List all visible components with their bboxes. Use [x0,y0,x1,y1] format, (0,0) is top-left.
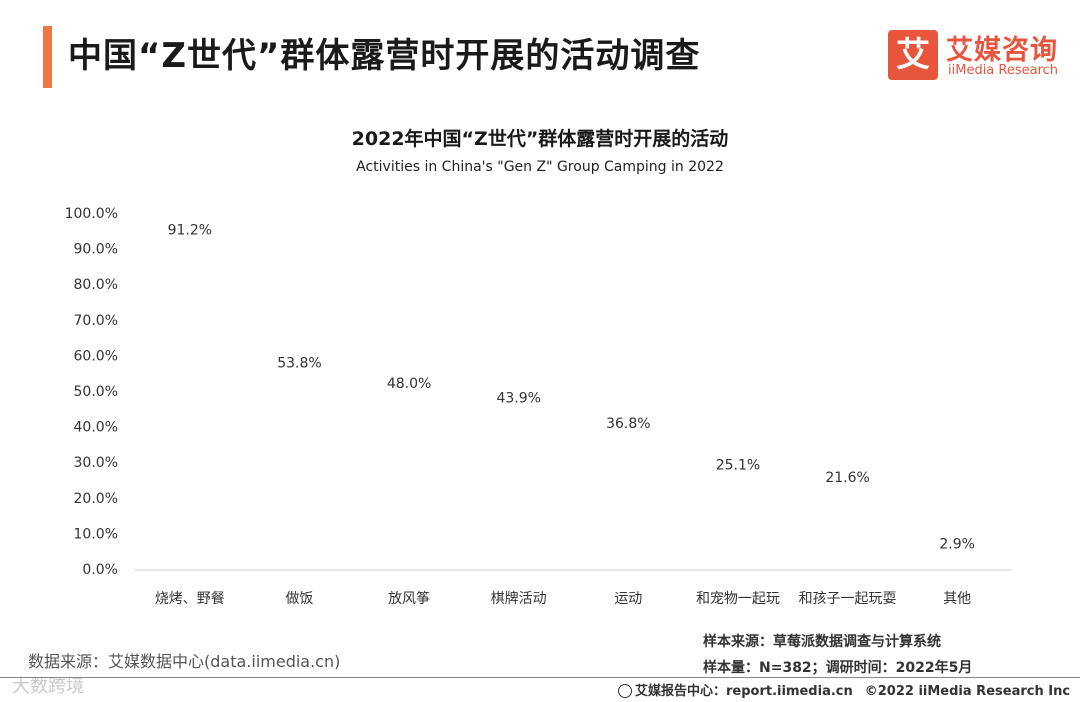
bar [613,437,644,569]
y-tick-label: 60.0% [74,348,118,364]
x-tick-label: 做饭 [285,591,313,607]
value-label: 43.9% [496,391,540,407]
data-source: 数据来源：艾媒数据中心(data.iimedia.cn) [28,652,341,671]
bar-pot-icon [174,251,206,284]
logo-mark-icon: 艾 [888,30,938,80]
value-label: 36.8% [606,416,650,432]
bar-pot-icon [503,464,534,498]
bar-pot-icon [284,535,315,569]
bar-pot-icon [174,464,206,498]
bar-pot-icon [722,535,754,569]
bar [503,412,534,569]
bar-pot-icon [613,437,644,462]
value-label: 91.2% [168,222,212,238]
title-accent-bar [43,26,52,88]
y-tick-label: 0.0% [82,562,118,578]
bar-pot-icon [393,500,425,533]
x-tick-label: 烧烤、野餐 [155,591,225,607]
x-tick-label: 和宠物一起玩 [696,591,780,607]
iimedia-logo[interactable]: 艾 艾媒咨询 iiMedia Research [888,30,1058,82]
bar-pot-icon [174,535,206,569]
bar-pot-icon [393,429,425,462]
bar-pot-icon [174,286,206,320]
chart-subtitle: Activities in China's "Gen Z" Group Camp… [356,159,724,175]
bar-pot-icon [174,393,206,427]
bar-pot-icon [174,500,206,533]
y-tick-label: 10.0% [74,526,118,542]
value-label: 25.1% [716,458,760,474]
bar-pot-icon [284,393,315,427]
footer-divider [0,677,1080,678]
bar-pot-icon [832,500,863,533]
bar-pot-icon [503,535,534,569]
y-tick-label: 70.0% [74,313,118,329]
bar [174,244,206,569]
logo-cn-text: 艾媒咨询 [946,35,1058,66]
value-label: 21.6% [825,470,869,486]
bar-pot-icon [722,500,754,533]
bar-pot-icon [613,464,644,498]
bar-pot-icon [174,322,206,355]
bar-pot-icon [174,429,206,462]
bar-pot-icon [613,500,644,533]
y-tick-label: 40.0% [74,420,118,436]
bar-pot-icon [613,535,644,569]
bar [722,479,754,569]
watermark-text: 大数跨境 [12,676,84,697]
value-label: 48.0% [387,376,431,392]
page-title: 中国“Z世代”群体露营时开展的活动调查 [68,36,701,76]
y-tick-label: 30.0% [74,455,118,471]
sample-source: 样本来源：草莓派数据调查与计算系统 [703,634,941,650]
bar [393,398,425,569]
bar-pot-icon [174,357,206,391]
bar-pot-icon [832,535,863,569]
bar-pot-icon [393,464,425,498]
x-tick-label: 其他 [943,591,971,607]
x-tick-label: 运动 [614,591,642,607]
bar [284,377,315,569]
y-tick-label: 90.0% [74,242,118,258]
globe-icon [618,684,632,698]
y-tick-label: 100.0% [65,206,118,222]
y-tick-label: 80.0% [74,277,118,293]
sample-size: 样本量：N=382；调研时间：2022年5月 [703,660,973,676]
footer-bar: 艾媒报告中心：report.iimedia.cn ©2022 iiMedia Re… [618,680,1070,699]
bar-pot-icon [393,398,425,427]
bar-pot-icon [284,429,315,462]
value-label: 2.9% [939,537,975,553]
bar-pot-icon [284,500,315,533]
report-center-link[interactable]: 艾媒报告中心：report.iimedia.cn [635,684,853,699]
bar-pot-icon [503,500,534,533]
bar-pot-icon [393,535,425,569]
bar-pot-icon [284,464,315,498]
x-tick-label: 放风筝 [388,590,430,607]
x-tick-label: 和孩子一起玩耍 [799,591,897,607]
logo-en-text: iiMedia Research [948,63,1059,78]
value-label: 53.8% [277,355,321,371]
bar-pot-icon [503,429,534,462]
chart-title: 2022年中国“Z世代”群体露营时开展的活动 [351,128,729,150]
x-tick-label: 棋牌活动 [491,590,547,607]
y-tick-label: 50.0% [74,384,118,400]
copyright: ©2022 iiMedia Research Inc [864,684,1071,699]
y-tick-label: 20.0% [74,491,118,507]
